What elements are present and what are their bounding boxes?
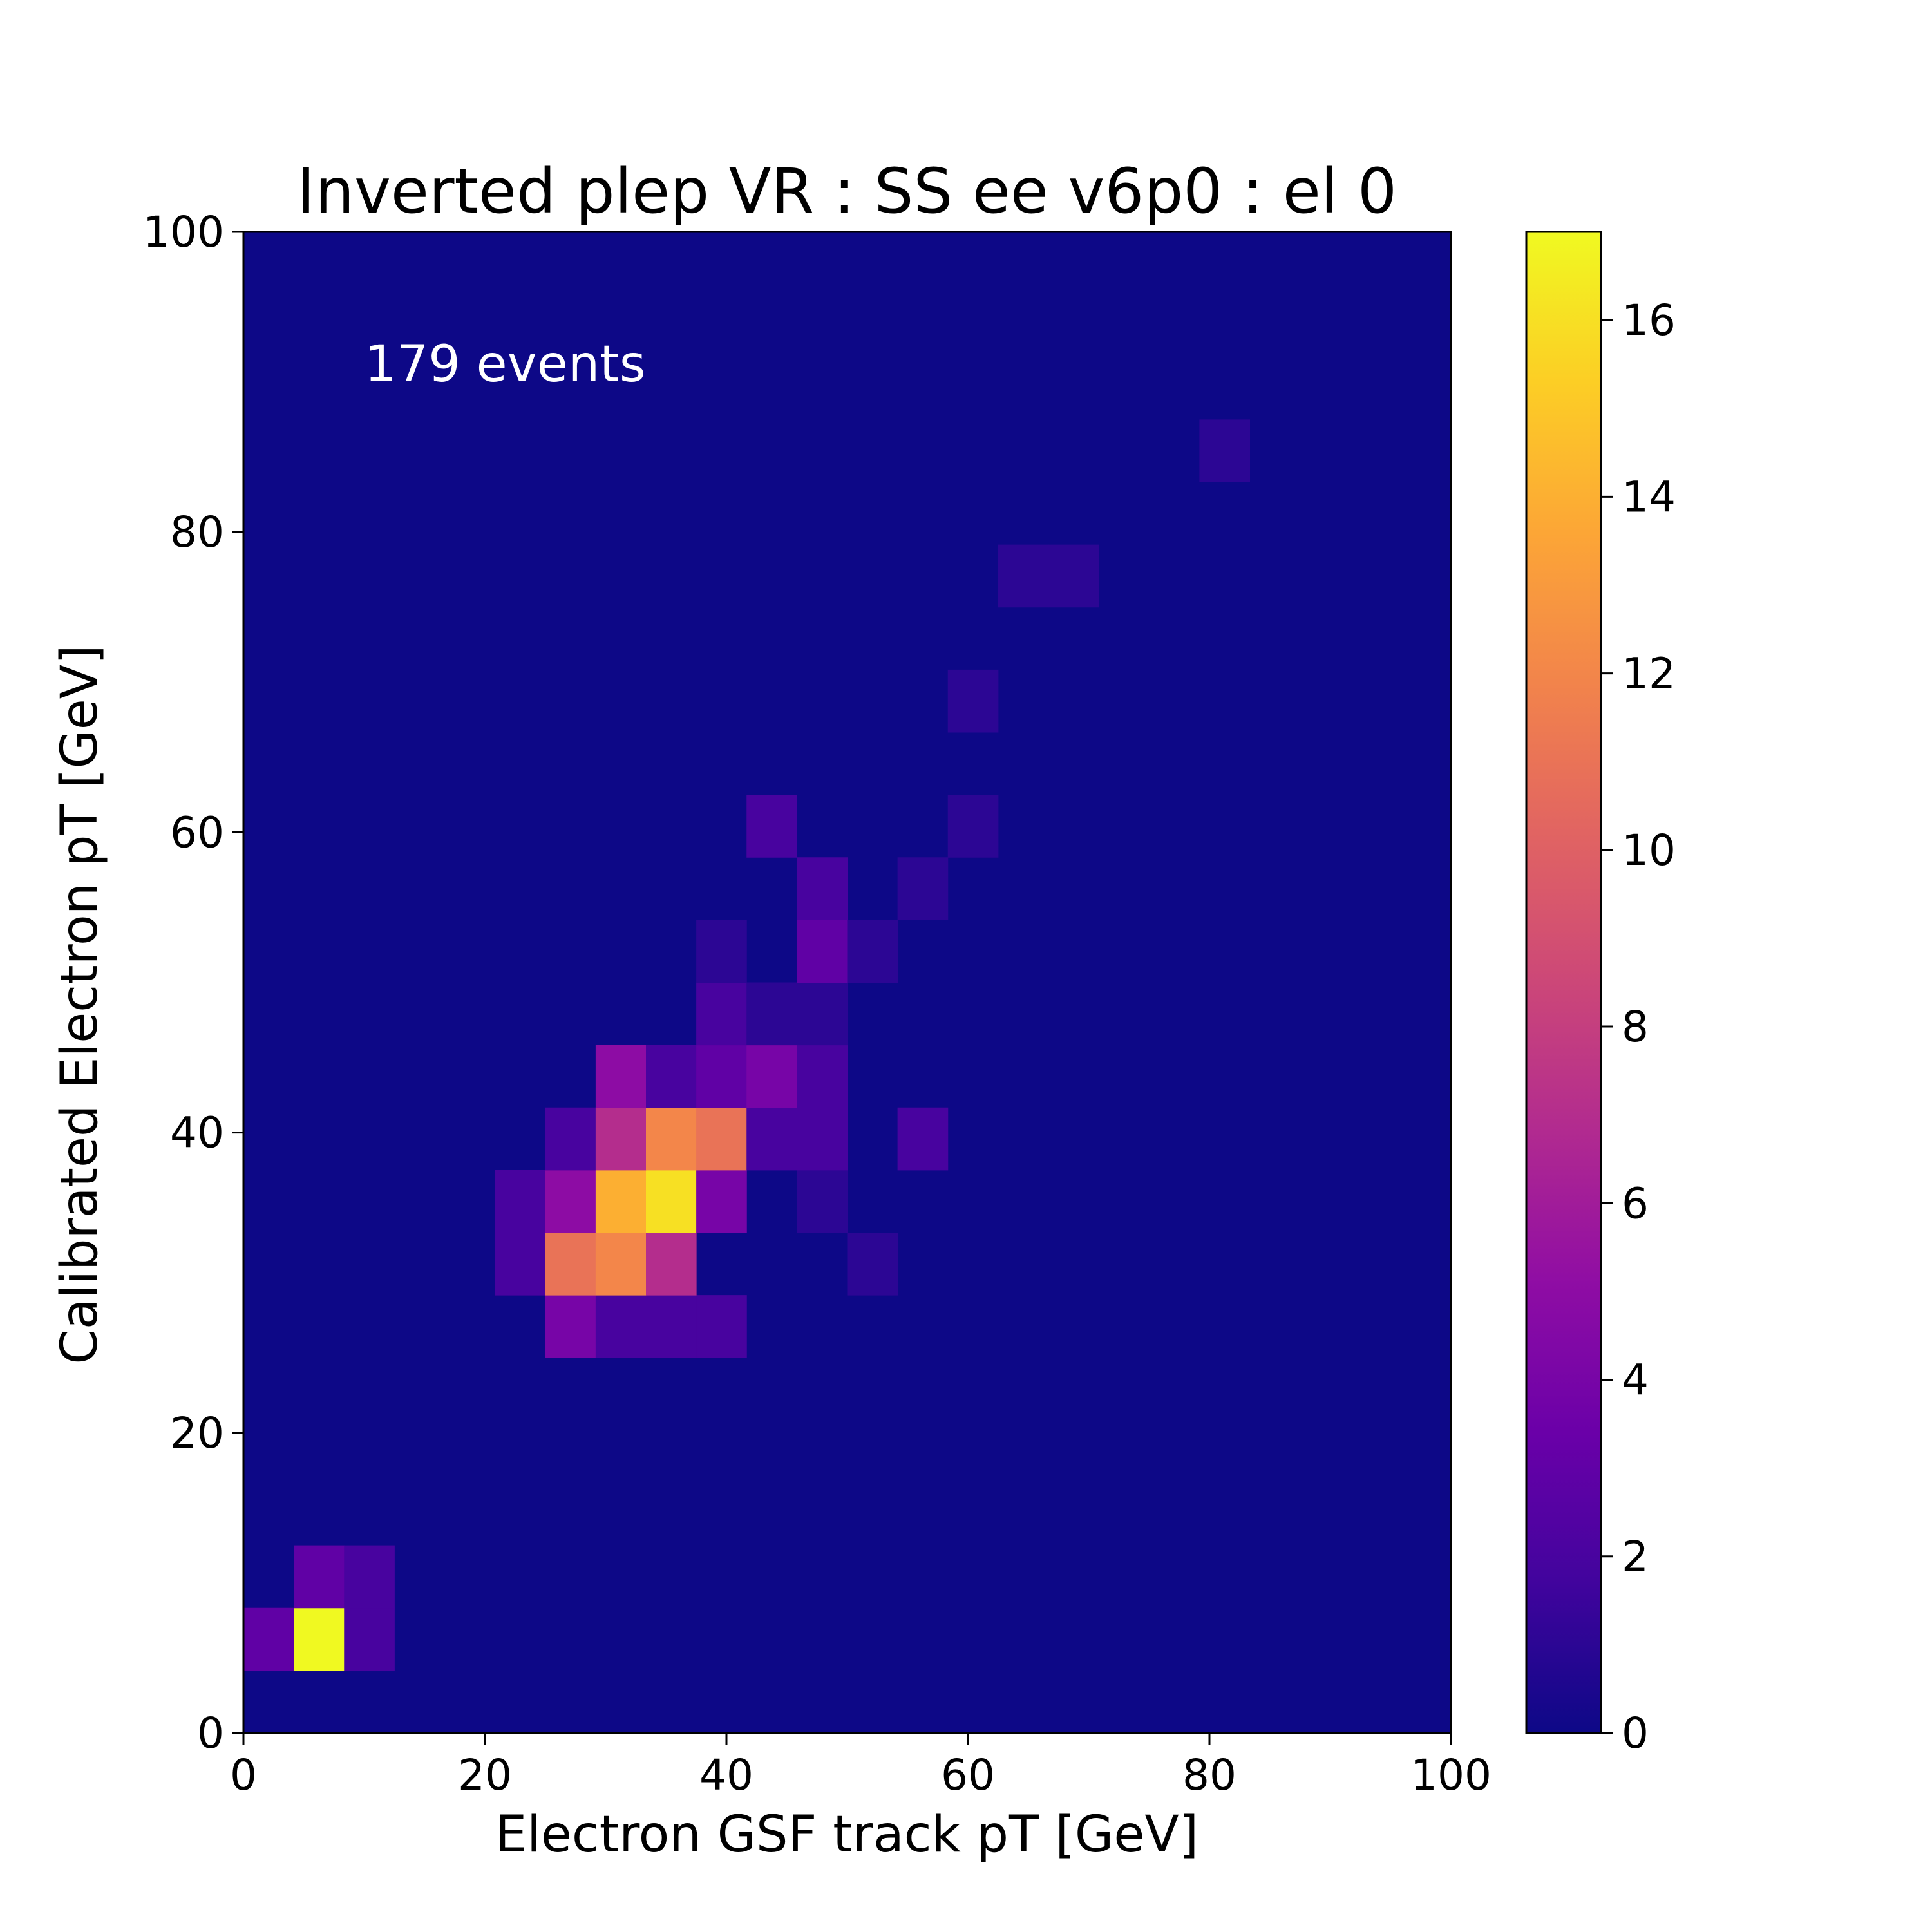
y-tick-label: 100 xyxy=(143,207,224,257)
heatmap-cell xyxy=(595,1170,647,1233)
heatmap-cell xyxy=(746,1045,797,1108)
x-tick-label: 80 xyxy=(1182,1750,1236,1800)
heatmap-cell xyxy=(897,857,949,920)
heatmap-cell xyxy=(344,1545,395,1609)
heatmap-cell xyxy=(797,1170,848,1233)
y-axis: 0 20 40 60 80 100 xyxy=(143,207,243,1758)
heatmap-cell xyxy=(746,982,797,1046)
heatmap-cell xyxy=(797,1107,848,1171)
heatmap-cell xyxy=(696,1170,747,1233)
heatmap-cell xyxy=(696,1045,747,1108)
y-tick-label: 20 xyxy=(170,1408,224,1458)
colorbar-gradient xyxy=(1526,232,1601,1733)
heatmap-cell xyxy=(545,1107,596,1171)
heatmap-cell xyxy=(696,1295,747,1358)
colorbar-tick-label: 8 xyxy=(1622,1002,1649,1052)
heatmap-cell xyxy=(947,669,999,733)
heatmap-cell xyxy=(646,1295,697,1358)
y-tick-label: 40 xyxy=(170,1108,224,1158)
heatmap-cell xyxy=(344,1607,395,1671)
heatmap-cell xyxy=(294,1545,345,1609)
heatmap-cell xyxy=(1048,544,1099,608)
colorbar-tick-label: 0 xyxy=(1622,1709,1649,1758)
colorbar-tick-label: 10 xyxy=(1622,826,1676,875)
y-tick-label: 0 xyxy=(197,1709,224,1758)
heatmap-cell xyxy=(595,1045,647,1108)
x-tick-label: 100 xyxy=(1410,1750,1492,1800)
heatmap-cell xyxy=(495,1170,546,1233)
x-tick-label: 20 xyxy=(458,1750,512,1800)
chart-title: Inverted plep VR : SS ee v6p0 : el 0 xyxy=(297,155,1397,227)
heatmap-cell xyxy=(696,1107,747,1171)
y-tick-label: 80 xyxy=(170,507,224,557)
x-tick-label: 0 xyxy=(230,1750,257,1800)
y-axis-label: Calibrated Electron pT [GeV] xyxy=(51,645,109,1364)
heatmap-cell xyxy=(847,920,898,983)
heatmap-cell xyxy=(294,1607,345,1671)
colorbar-tick-label: 14 xyxy=(1622,472,1676,522)
heatmap-cell xyxy=(797,920,848,983)
heatmap-cell xyxy=(595,1233,647,1296)
heatmap-cell xyxy=(646,1233,697,1296)
colorbar-tick-label: 16 xyxy=(1622,296,1676,345)
heatmap-cell xyxy=(797,857,848,920)
colorbar-ticks: 0 2 4 6 8 10 12 14 16 xyxy=(1601,296,1676,1758)
heatmap-cell xyxy=(545,1170,596,1233)
heatmap-cell xyxy=(746,795,797,858)
x-tick-label: 40 xyxy=(699,1750,753,1800)
heatmap-cell xyxy=(243,1607,294,1671)
colorbar-tick-label: 4 xyxy=(1622,1356,1649,1405)
heatmap-cell xyxy=(646,1107,697,1171)
colorbar-tick-label: 6 xyxy=(1622,1179,1649,1228)
heatmap-cell xyxy=(797,1045,848,1108)
heatmap-cell xyxy=(897,1107,949,1171)
y-tick-label: 60 xyxy=(170,808,224,857)
heatmap-cell xyxy=(646,1045,697,1108)
heatmap-cell xyxy=(847,1233,898,1296)
x-axis-label: Electron GSF track pT [GeV] xyxy=(495,1806,1198,1864)
colorbar-tick-label: 12 xyxy=(1622,649,1676,699)
heatmap-cell xyxy=(696,920,747,983)
heatmap-cell xyxy=(696,982,747,1046)
colorbar: 0 2 4 6 8 10 12 14 16 xyxy=(1525,231,1676,1758)
plot-frame xyxy=(242,231,1452,1734)
heatmap-cell xyxy=(998,544,1049,608)
heatmap-cell xyxy=(797,982,848,1046)
x-tick-label: 60 xyxy=(941,1750,995,1800)
heatmap-cell xyxy=(746,1107,797,1171)
x-axis: 0 20 40 60 80 100 xyxy=(230,1733,1492,1800)
heatmap-cell xyxy=(947,795,999,858)
events-annotation: 179 events xyxy=(365,336,645,393)
colorbar-frame xyxy=(1525,231,1602,1734)
heatmap-cell xyxy=(595,1107,647,1171)
heatmap-cell xyxy=(495,1233,546,1296)
heatmap-cell xyxy=(545,1295,596,1358)
plot-area xyxy=(242,231,1452,1734)
heatmap-cell xyxy=(595,1295,647,1358)
heatmap-cell xyxy=(545,1233,596,1296)
heatmap-cell xyxy=(646,1170,697,1233)
heatmap-cell xyxy=(1199,419,1250,482)
colorbar-tick-label: 2 xyxy=(1622,1532,1649,1582)
heatmap-cells xyxy=(243,419,1250,1671)
